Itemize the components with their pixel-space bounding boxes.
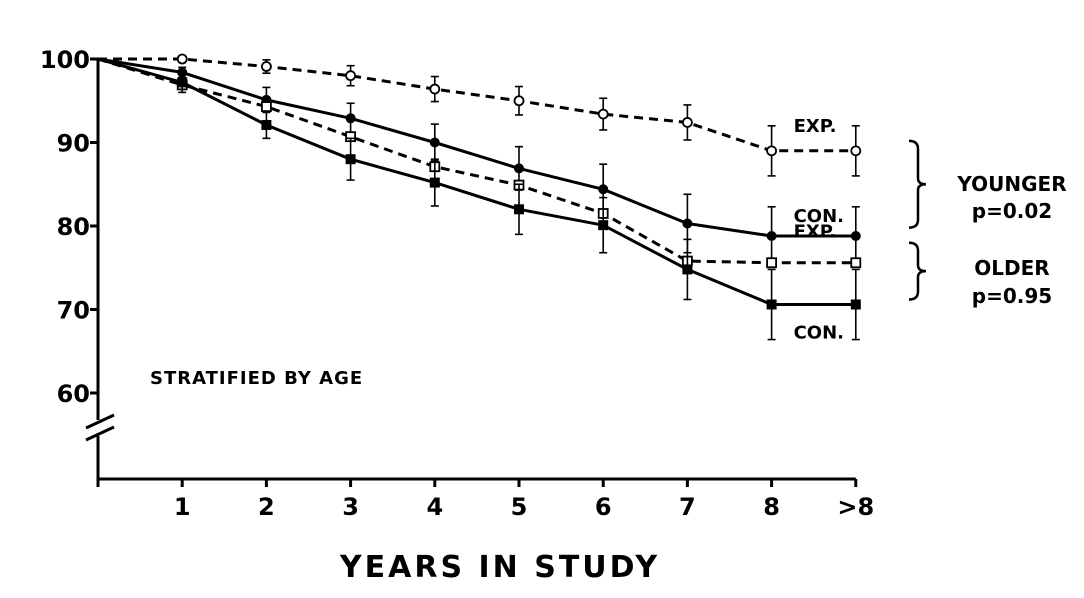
point-older-exp <box>850 257 862 269</box>
y-tick-label: 100 <box>40 46 90 74</box>
point-younger-exp <box>682 117 693 128</box>
x-tick-label: >8 <box>837 493 874 521</box>
series-label-older-exp: EXP. <box>794 222 837 243</box>
y-tick-label: 70 <box>57 297 90 325</box>
x-tick-label: 6 <box>595 493 612 521</box>
series-label-younger-exp: EXP. <box>794 116 837 137</box>
point-younger-exp <box>766 145 777 157</box>
point-younger-con <box>682 218 693 229</box>
series-line-younger-con <box>97 57 856 238</box>
x-tick-label: 4 <box>426 493 443 521</box>
point-older-con <box>598 220 609 231</box>
point-younger-exp <box>850 145 862 157</box>
point-older-con <box>429 177 440 188</box>
point-older-con <box>514 204 524 215</box>
series-line-younger-exp <box>98 57 856 153</box>
series-line-older-con <box>97 57 856 306</box>
point-older-con <box>682 264 693 275</box>
x-tick-label: 2 <box>258 493 275 521</box>
axis-break-mark <box>85 413 115 430</box>
x-tick-label: 3 <box>342 493 359 521</box>
point-older-con <box>261 119 272 130</box>
point-younger-exp <box>260 61 272 72</box>
group-bracket-older <box>908 241 927 301</box>
axis-break-mark <box>85 425 115 442</box>
point-older-con <box>766 299 777 310</box>
point-younger-exp <box>513 95 525 107</box>
point-older-exp <box>766 257 777 269</box>
point-older-con <box>850 299 861 310</box>
series-line-older-exp <box>97 57 856 265</box>
point-younger-con <box>850 231 861 242</box>
chart-marks <box>97 53 927 341</box>
x-tick-label: 8 <box>763 493 780 521</box>
point-younger-con <box>345 113 356 124</box>
point-younger-con <box>766 231 777 242</box>
point-older-exp <box>260 101 272 112</box>
point-older-con <box>345 154 356 165</box>
group-pvalue-older: p=0.95 <box>972 284 1052 308</box>
series-label-older-con: CON. <box>794 322 844 343</box>
group-pvalue-younger: p=0.02 <box>972 199 1052 223</box>
x-axis-label: YEARS IN STUDY <box>339 550 660 585</box>
point-younger-exp <box>345 70 357 82</box>
x-tick-label: 1 <box>174 493 191 521</box>
x-tick-label: 5 <box>511 493 528 521</box>
group-label-younger: YOUNGER <box>956 172 1066 196</box>
point-younger-exp <box>429 83 441 95</box>
y-tick-label: 90 <box>57 130 90 158</box>
point-younger-con <box>429 137 440 148</box>
point-older-con <box>177 77 188 88</box>
point-younger-con <box>514 163 524 174</box>
y-tick-label: 60 <box>57 380 90 408</box>
x-tick-label: 7 <box>679 493 696 521</box>
point-younger-exp <box>597 108 609 120</box>
axes <box>85 57 858 487</box>
y-tick-label: 80 <box>57 213 90 241</box>
point-younger-exp <box>176 53 188 65</box>
chart-labels: YEARS IN STUDY STRATIFIED BY AGE 100 90 80… <box>40 46 1067 585</box>
stratified-note: STRATIFIED BY AGE <box>150 368 363 389</box>
point-younger-con <box>598 184 609 195</box>
series-label-younger-con: CON. <box>794 206 844 227</box>
group-label-older: OLDER <box>974 256 1049 280</box>
group-bracket-younger <box>908 139 927 229</box>
